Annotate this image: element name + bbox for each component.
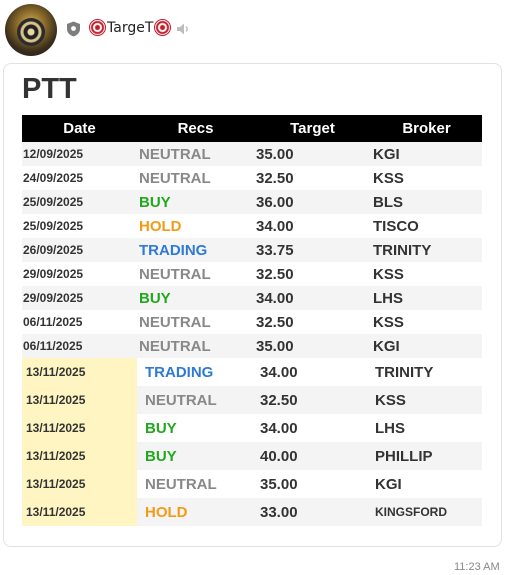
table-row: 24/09/2025 NEUTRAL 32.50 KSS xyxy=(22,166,482,190)
cell-date: 12/09/2025 xyxy=(22,142,137,166)
cell-target: 35.00 xyxy=(254,142,371,166)
cell-target: 33.75 xyxy=(254,238,371,262)
cell-date: 13/11/2025 xyxy=(22,470,137,498)
table-row: 06/11/2025 NEUTRAL 32.50 KSS xyxy=(22,310,482,334)
table-row: 26/09/2025 TRADING 33.75 TRINITY xyxy=(22,238,482,262)
cell-target: 40.00 xyxy=(254,442,371,470)
cell-broker: KGI xyxy=(371,470,482,498)
cell-date: 25/09/2025 xyxy=(22,214,137,238)
header-target: Target xyxy=(254,115,371,142)
cell-broker: KSS xyxy=(371,262,482,286)
cell-broker: KSS xyxy=(371,386,482,414)
cell-target: 34.00 xyxy=(254,358,371,386)
cell-broker: KSS xyxy=(371,166,482,190)
table-row: 13/11/2025 NEUTRAL 32.50 KSS xyxy=(22,386,482,414)
header-broker: Broker xyxy=(371,115,482,142)
cell-rec: BUY xyxy=(137,414,254,442)
muted-speaker-icon[interactable] xyxy=(176,22,190,36)
direct-hit-icon xyxy=(89,19,106,36)
recommendations-table: Date Recs Target Broker 12/09/2025 NEUTRA… xyxy=(22,115,482,526)
cell-rec: NEUTRAL xyxy=(137,470,254,498)
shield-icon xyxy=(67,21,80,37)
cell-target: 34.00 xyxy=(254,414,371,442)
table-row: 12/09/2025 NEUTRAL 35.00 KGI xyxy=(22,142,482,166)
cell-target: 35.00 xyxy=(254,334,371,358)
table-row: 29/09/2025 BUY 34.00 LHS xyxy=(22,286,482,310)
cell-rec: HOLD xyxy=(137,498,254,526)
cell-broker: TRINITY xyxy=(371,238,482,262)
cell-broker: KINGSFORD xyxy=(371,498,482,526)
header-recs: Recs xyxy=(137,115,254,142)
table-row: 25/09/2025 HOLD 34.00 TISCO xyxy=(22,214,482,238)
cell-rec: BUY xyxy=(137,442,254,470)
cell-target: 33.00 xyxy=(254,498,371,526)
cell-rec: TRADING xyxy=(137,358,254,386)
cell-rec: BUY xyxy=(137,190,254,214)
direct-hit-icon xyxy=(154,19,172,36)
cell-target: 35.00 xyxy=(254,470,371,498)
cell-broker: BLS xyxy=(371,190,482,214)
cell-date: 13/11/2025 xyxy=(22,414,137,442)
cell-target: 32.50 xyxy=(254,386,371,414)
table-row: 13/11/2025 NEUTRAL 35.00 KGI xyxy=(22,470,482,498)
cell-rec: NEUTRAL xyxy=(137,386,254,414)
cell-target: 32.50 xyxy=(254,310,371,334)
channel-name[interactable]: TargeT xyxy=(89,19,172,36)
cell-rec: BUY xyxy=(137,286,254,310)
table-row: 25/09/2025 BUY 36.00 BLS xyxy=(22,190,482,214)
header-date: Date xyxy=(22,115,137,142)
cell-broker: LHS xyxy=(371,414,482,442)
table-row: 29/09/2025 NEUTRAL 32.50 KSS xyxy=(22,262,482,286)
table-row: 13/11/2025 HOLD 33.00 KINGSFORD xyxy=(22,498,482,526)
cell-target: 32.50 xyxy=(254,166,371,190)
cell-rec: NEUTRAL xyxy=(137,310,254,334)
table-row: 13/11/2025 TRADING 34.00 TRINITY xyxy=(22,358,482,386)
cell-broker: TRINITY xyxy=(371,358,482,386)
cell-broker: KGI xyxy=(371,142,482,166)
channel-avatar[interactable] xyxy=(5,4,57,56)
cell-rec: NEUTRAL xyxy=(137,142,254,166)
cell-date: 29/09/2025 xyxy=(22,286,137,310)
cell-rec: NEUTRAL xyxy=(137,166,254,190)
cell-date: 25/09/2025 xyxy=(22,190,137,214)
cell-date: 06/11/2025 xyxy=(22,310,137,334)
cell-date: 13/11/2025 xyxy=(22,498,137,526)
table-header-row: Date Recs Target Broker xyxy=(22,115,482,142)
cell-rec: NEUTRAL xyxy=(137,262,254,286)
cell-rec: NEUTRAL xyxy=(137,334,254,358)
cell-date: 13/11/2025 xyxy=(22,358,137,386)
cell-target: 34.00 xyxy=(254,214,371,238)
channel-name-text: TargeT xyxy=(107,19,154,36)
post-title: PTT xyxy=(22,73,77,105)
table-body: 12/09/2025 NEUTRAL 35.00 KGI 24/09/2025 NEUT… xyxy=(22,142,482,526)
cell-rec: HOLD xyxy=(137,214,254,238)
cell-broker: TISCO xyxy=(371,214,482,238)
cell-date: 29/09/2025 xyxy=(22,262,137,286)
table-row: 06/11/2025 NEUTRAL 35.00 KGI xyxy=(22,334,482,358)
cell-broker: PHILLIP xyxy=(371,442,482,470)
cell-broker: KGI xyxy=(371,334,482,358)
cell-date: 24/09/2025 xyxy=(22,166,137,190)
dartboard-icon xyxy=(17,18,45,46)
cell-date: 13/11/2025 xyxy=(22,442,137,470)
cell-date: 13/11/2025 xyxy=(22,386,137,414)
cell-target: 32.50 xyxy=(254,262,371,286)
cell-date: 06/11/2025 xyxy=(22,334,137,358)
cell-target: 36.00 xyxy=(254,190,371,214)
channel-header: TargeT xyxy=(0,0,507,60)
cell-rec: TRADING xyxy=(137,238,254,262)
table-row: 13/11/2025 BUY 34.00 LHS xyxy=(22,414,482,442)
cell-date: 26/09/2025 xyxy=(22,238,137,262)
table-row: 13/11/2025 BUY 40.00 PHILLIP xyxy=(22,442,482,470)
cell-broker: KSS xyxy=(371,310,482,334)
cell-broker: LHS xyxy=(371,286,482,310)
cell-target: 34.00 xyxy=(254,286,371,310)
message-timestamp: 11:23 AM xyxy=(454,561,500,573)
